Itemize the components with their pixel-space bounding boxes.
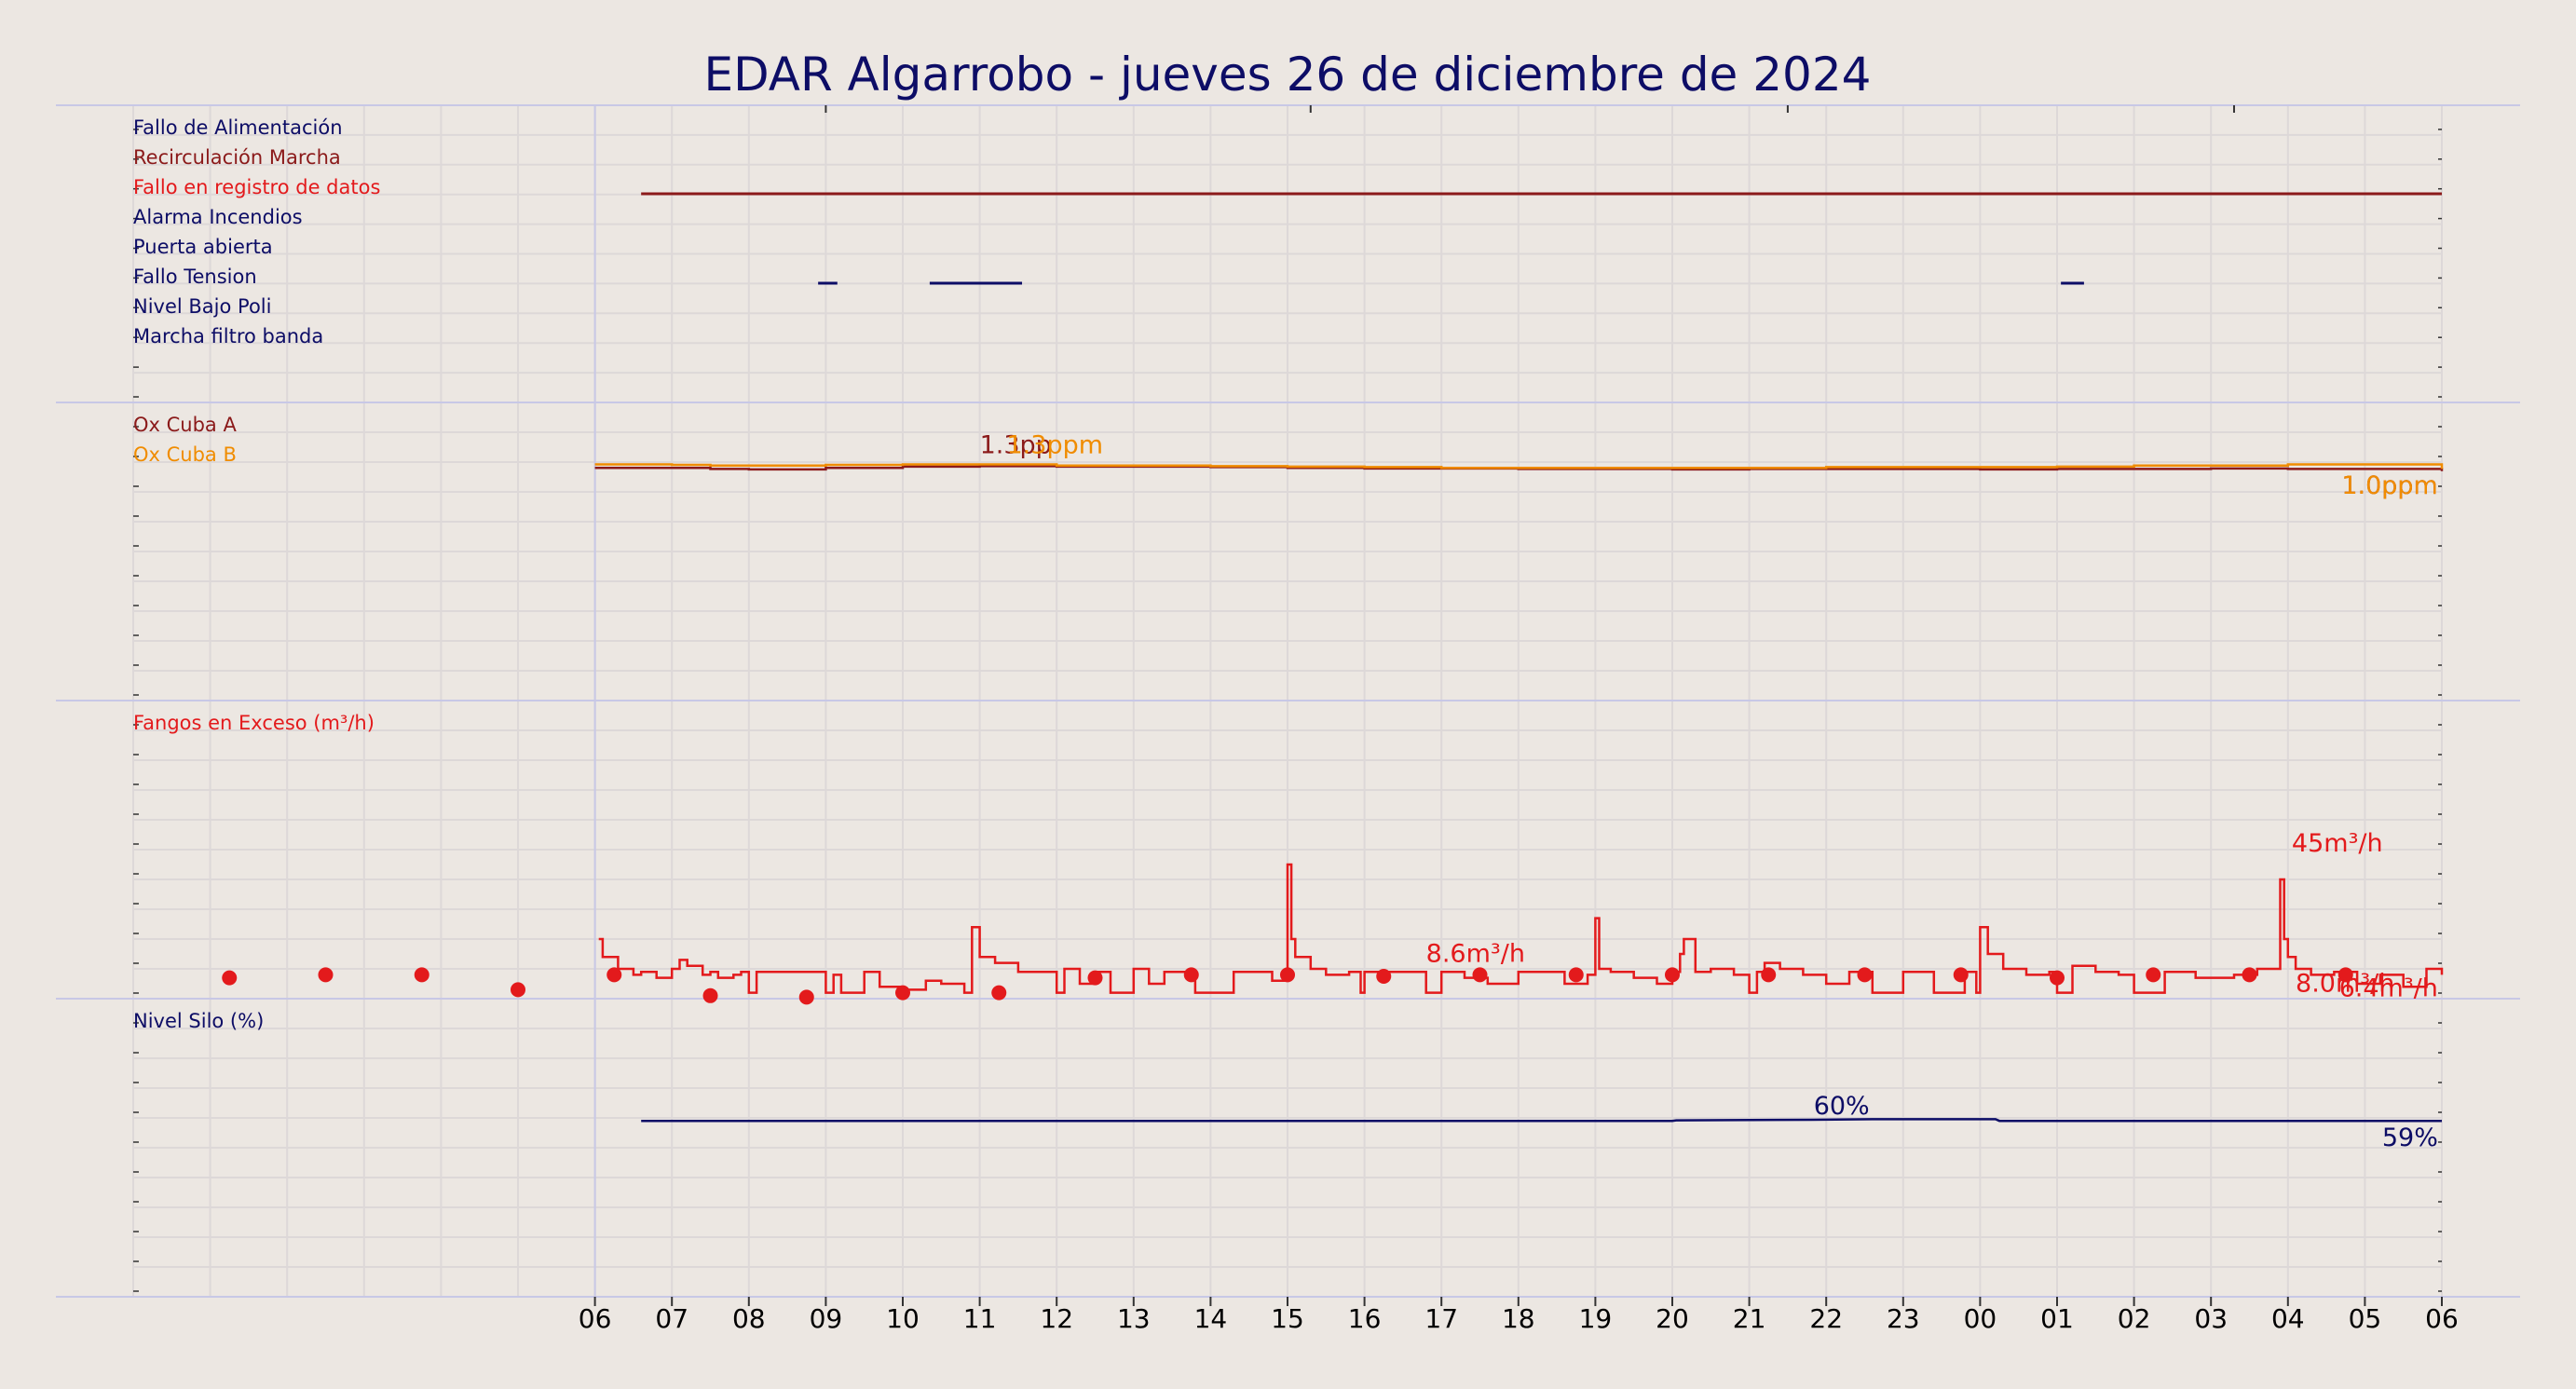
data-label: 1.0ppm [2341, 471, 2438, 500]
data-point [1183, 967, 1199, 983]
panel-labels: Fallo de Alimentación Recirculación March… [133, 116, 380, 1032]
series-label: Nivel Bajo Poli [133, 295, 271, 318]
data-point [318, 967, 334, 983]
data-point [607, 967, 622, 983]
data-point [2050, 970, 2065, 986]
data-point [1472, 967, 1488, 983]
axis-ticks [133, 105, 2442, 1292]
data-label: 1.0ppm [2341, 471, 2438, 500]
data-point [1953, 967, 1969, 983]
data-point [1761, 967, 1777, 983]
x-tick-label: 03 [2194, 1303, 2228, 1334]
series-label: Fangos en Exceso (m³/h) [133, 712, 375, 734]
x-tick-label: 14 [1194, 1303, 1228, 1334]
x-tick-label: 12 [1040, 1303, 1073, 1334]
x-tick-label: 01 [2040, 1303, 2074, 1334]
data-point [702, 987, 718, 1003]
data-point [2337, 967, 2353, 983]
data-label: 45m³/h [2292, 829, 2383, 858]
x-tick-label: 13 [1117, 1303, 1151, 1334]
data-point [2146, 967, 2161, 983]
data-point [1376, 969, 1392, 984]
data-point [991, 985, 1007, 1001]
data-label: 8.6m³/h [1426, 939, 1525, 968]
data-point [511, 982, 525, 998]
data-label: 60% [1814, 1092, 1870, 1121]
chart-title: EDAR Algarrobo - jueves 26 de diciembre … [704, 48, 1872, 102]
x-tick-label: 07 [655, 1303, 688, 1334]
data-point [1665, 967, 1680, 983]
data-point [1280, 967, 1295, 983]
series-label: Puerta abierta [133, 236, 273, 258]
data-point [895, 985, 910, 1001]
x-tick-label: 16 [1348, 1303, 1382, 1334]
data-label: 1.3ppm [1007, 430, 1104, 459]
series-label: Fallo en registro de datos [133, 176, 380, 198]
sludge-panel: 45m³/h 8.6m³/h 8.0m³/h6.4m³/h [222, 829, 2444, 1005]
series-label: Ox Cuba A [133, 414, 237, 436]
data-label: 8.0m³/h [2296, 969, 2394, 998]
series-line [594, 463, 2444, 470]
x-tick-label: 15 [1271, 1303, 1304, 1334]
alarms-panel [641, 192, 2442, 285]
x-tick-label: 17 [1424, 1303, 1458, 1334]
x-tick-label: 06 [2425, 1303, 2459, 1334]
x-tick-label: 22 [1809, 1303, 1843, 1334]
silo-panel: 60% 59% [641, 1092, 2442, 1152]
series-label: Fallo de Alimentación [133, 116, 343, 139]
series-line [598, 863, 2444, 994]
x-tick-label: 09 [810, 1303, 843, 1334]
x-tick-label: 10 [886, 1303, 920, 1334]
x-tick-label: 23 [1887, 1303, 1920, 1334]
series-label: Recirculación Marcha [133, 146, 341, 169]
series-label: Marcha filtro banda [133, 325, 323, 347]
x-tick-label: 02 [2118, 1303, 2151, 1334]
series-label: Fallo Tension [133, 266, 257, 288]
data-point [414, 967, 429, 983]
x-tick-label: 05 [2349, 1303, 2382, 1334]
x-tick-label: 00 [1964, 1303, 1997, 1334]
data-label: 6.4m³/h [2339, 974, 2438, 1003]
x-axis-tick-labels: 06 07 08 09 10 11 12 13 14 15 16 17 18 19 20 21 22 23 00 01… [579, 1297, 2459, 1334]
data-point [1568, 967, 1584, 983]
x-tick-label: 20 [1656, 1303, 1689, 1334]
x-tick-label: 11 [963, 1303, 997, 1334]
series-label: Alarma Incendios [133, 206, 303, 228]
x-tick-label: 04 [2271, 1303, 2305, 1334]
x-tick-label: 06 [579, 1303, 612, 1334]
data-label: 1.3pp [980, 430, 1052, 459]
data-point [798, 989, 814, 1005]
data-label: 59% [2382, 1123, 2438, 1152]
data-point [1087, 970, 1103, 986]
x-tick-label: 18 [1502, 1303, 1535, 1334]
series-label: Ox Cuba B [133, 443, 237, 466]
data-point [2242, 967, 2257, 983]
series-label: Nivel Silo (%) [133, 1010, 264, 1032]
series-line [641, 1118, 2442, 1123]
x-tick-label: 21 [1733, 1303, 1766, 1334]
data-point [1857, 967, 1873, 983]
x-tick-label: 19 [1579, 1303, 1613, 1334]
x-tick-label: 08 [732, 1303, 766, 1334]
data-point [222, 970, 238, 986]
